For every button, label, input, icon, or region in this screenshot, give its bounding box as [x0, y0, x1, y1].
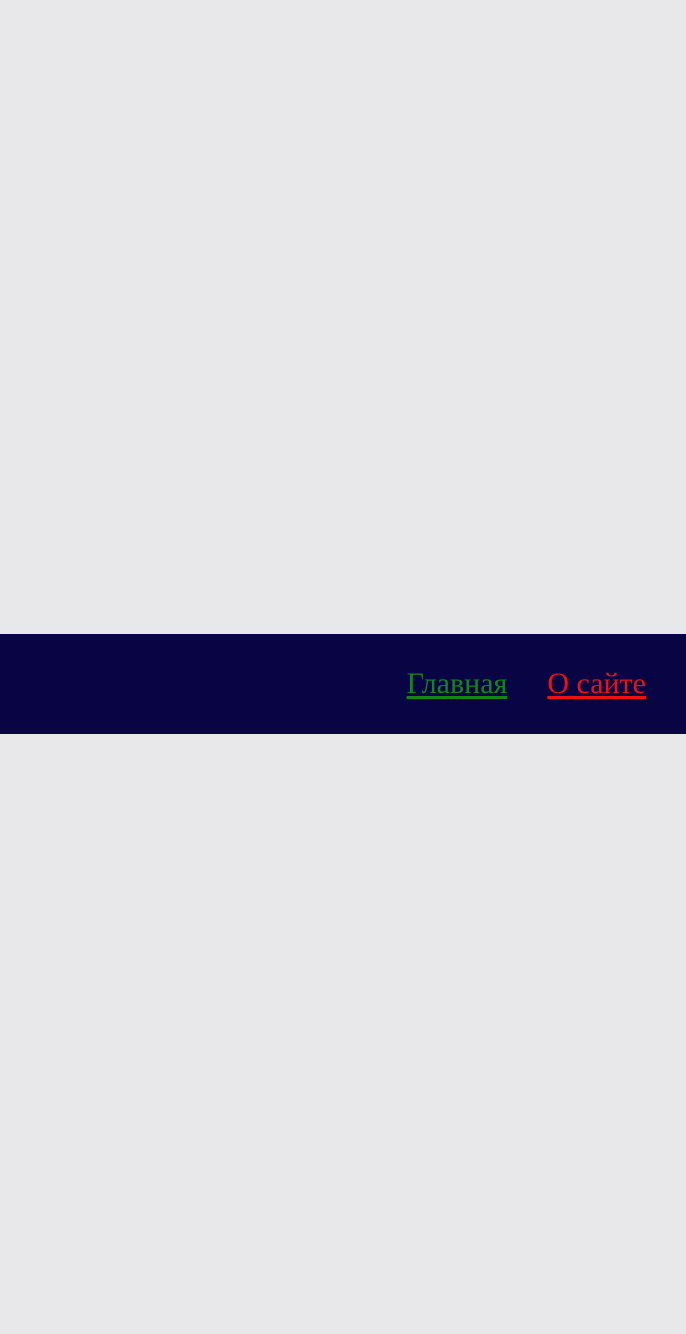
nav-link-about[interactable]: О сайте	[547, 667, 646, 700]
nav-bar: Главная О сайте	[0, 634, 686, 734]
nav-link-home[interactable]: Главная	[406, 667, 508, 700]
